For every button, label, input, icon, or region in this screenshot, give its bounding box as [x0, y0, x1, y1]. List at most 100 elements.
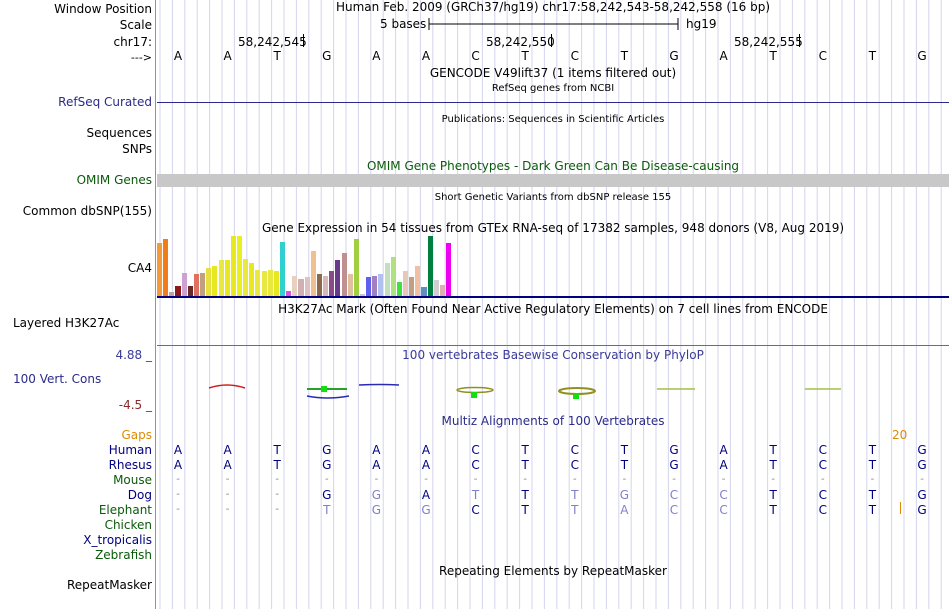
- alignment-base: G: [917, 443, 927, 457]
- gtex-tissue-bar[interactable]: [341, 253, 347, 297]
- gtex-tissue-bar[interactable]: [433, 280, 439, 297]
- gtex-tissue-bar[interactable]: [409, 277, 415, 297]
- phylop-conservation-track[interactable]: [157, 376, 949, 400]
- gtex-tissue-bar[interactable]: [273, 271, 279, 297]
- gtex-tissue-bar[interactable]: [175, 286, 181, 297]
- species-label-dog[interactable]: Dog: [127, 488, 152, 502]
- base-7: C: [471, 49, 480, 63]
- omim-title[interactable]: OMIM Gene Phenotypes - Dark Green Can Be…: [366, 159, 740, 173]
- multiz-title[interactable]: Multiz Alignments of 100 Vertebrates: [441, 414, 665, 428]
- gtex-tissue-bar[interactable]: [396, 282, 402, 297]
- gtex-tissue-bar[interactable]: [335, 260, 341, 297]
- alignment-base: T: [521, 488, 529, 502]
- gtex-tissue-bar[interactable]: [286, 291, 292, 297]
- alignment-base: C: [471, 443, 480, 457]
- gtex-tissue-bar[interactable]: [218, 260, 224, 297]
- alignment-base: C: [818, 458, 827, 472]
- gtex-tissue-bar[interactable]: [304, 277, 310, 297]
- alignment-base: A: [372, 458, 381, 472]
- repeatmasker-title[interactable]: Repeating Elements by RepeatMasker: [439, 564, 667, 578]
- repeatmasker-label[interactable]: RepeatMasker: [66, 578, 152, 592]
- gtex-tissue-bar[interactable]: [200, 273, 206, 297]
- gtex-tissue-bar[interactable]: [323, 276, 329, 297]
- gtex-tissue-bar[interactable]: [255, 270, 261, 297]
- gtex-title[interactable]: Gene Expression in 54 tissues from GTEx …: [261, 221, 845, 235]
- species-label-chicken[interactable]: Chicken: [104, 518, 152, 532]
- common-dbsnp-label[interactable]: Common dbSNP(155): [22, 204, 152, 218]
- gtex-tissue-bar[interactable]: [187, 286, 193, 297]
- alignment-base: C: [818, 443, 827, 457]
- gtex-tissue-bar[interactable]: [169, 292, 175, 297]
- gtex-tissue-bar[interactable]: [372, 276, 378, 297]
- gtex-tissue-bar[interactable]: [230, 236, 236, 297]
- gtex-tissue-bar[interactable]: [427, 236, 433, 297]
- omim-genes-label[interactable]: OMIM Genes: [76, 173, 152, 187]
- gaps-value: 20: [892, 428, 908, 442]
- refseq-gene-line[interactable]: [157, 102, 949, 103]
- gtex-tissue-bar[interactable]: [224, 260, 230, 297]
- gtex-tissue-bar[interactable]: [366, 277, 372, 297]
- gtex-tissue-bar[interactable]: [267, 270, 273, 297]
- species-label-zebrafish[interactable]: Zebrafish: [95, 548, 152, 562]
- alignment-base: G: [917, 488, 927, 502]
- gtex-tissue-bar[interactable]: [206, 268, 212, 297]
- snps-label[interactable]: SNPs: [122, 142, 152, 156]
- gtex-gene-label[interactable]: CA4: [127, 261, 152, 275]
- dbsnp-title[interactable]: Short Genetic Variants from dbSNP releas…: [434, 192, 672, 203]
- gtex-tissue-bar[interactable]: [329, 271, 335, 297]
- gencode-title[interactable]: GENCODE V49lift37 (1 items filtered out): [429, 66, 677, 80]
- base-11: G: [669, 49, 679, 63]
- gtex-tissue-bar[interactable]: [157, 243, 163, 297]
- alignment-base: A: [421, 488, 431, 502]
- publications-title[interactable]: Publications: Sequences in Scientific Ar…: [441, 114, 665, 125]
- gtex-tissue-bar[interactable]: [261, 271, 267, 297]
- species-label-rhesus[interactable]: Rhesus: [108, 458, 152, 472]
- gtex-tissue-bar[interactable]: [353, 239, 359, 297]
- gtex-tissue-bar[interactable]: [347, 274, 353, 297]
- gtex-bar-chart[interactable]: [157, 236, 949, 297]
- gtex-tissue-bar[interactable]: [163, 239, 169, 297]
- gtex-tissue-bar[interactable]: [378, 274, 384, 297]
- gtex-tissue-bar[interactable]: [446, 243, 452, 297]
- gtex-tissue-bar[interactable]: [384, 263, 390, 297]
- omim-gene-bar[interactable]: [157, 174, 949, 187]
- gtex-tissue-bar[interactable]: [439, 285, 445, 297]
- vert-cons-label[interactable]: 100 Vert. Cons: [13, 372, 102, 386]
- alignment-base: -: [870, 474, 875, 485]
- gtex-tissue-bar[interactable]: [298, 279, 304, 297]
- gtex-tissue-bar[interactable]: [316, 274, 322, 297]
- gtex-tissue-bar[interactable]: [292, 276, 298, 297]
- gtex-tissue-bar[interactable]: [181, 273, 187, 297]
- coord-tick-mark-1: [303, 34, 304, 47]
- species-label-elephant[interactable]: Elephant: [98, 503, 152, 517]
- layered-h3k27ac-label[interactable]: Layered H3K27Ac: [13, 316, 120, 330]
- gtex-tissue-bar[interactable]: [212, 266, 218, 297]
- base-14: C: [818, 49, 827, 63]
- gtex-tissue-bar[interactable]: [243, 259, 249, 297]
- gtex-tissue-bar[interactable]: [415, 266, 421, 297]
- refseq-curated-label[interactable]: RefSeq Curated: [58, 95, 152, 109]
- gtex-tissue-bar[interactable]: [236, 236, 243, 297]
- gtex-tissue-bar[interactable]: [359, 294, 366, 297]
- gtex-tissue-bar[interactable]: [390, 257, 396, 297]
- refseq-subtitle[interactable]: RefSeq genes from NCBI: [491, 83, 615, 94]
- species-label-mouse[interactable]: Mouse: [113, 473, 152, 487]
- phylop-max-label: 4.88 _: [115, 348, 152, 362]
- alignment-base: -: [473, 474, 478, 485]
- gtex-tissue-bar[interactable]: [310, 251, 316, 297]
- alignment-base: G: [917, 503, 927, 517]
- gtex-tissue-bar[interactable]: [421, 287, 427, 297]
- coord-tick-mark-2: [551, 34, 552, 47]
- gtex-tissue-bar[interactable]: [249, 263, 255, 297]
- species-label-x_tropicalis[interactable]: X_tropicalis: [83, 533, 152, 547]
- alignment-base: -: [572, 474, 577, 485]
- alignment-base: G: [322, 488, 332, 502]
- gtex-tissue-bar[interactable]: [403, 271, 409, 297]
- sequences-label[interactable]: Sequences: [86, 126, 152, 140]
- species-label-human[interactable]: Human: [108, 443, 152, 457]
- h3k27ac-title[interactable]: H3K27Ac Mark (Often Found Near Active Re…: [278, 302, 828, 316]
- h3k27ac-signal-line[interactable]: [157, 345, 949, 346]
- gtex-tissue-bar[interactable]: [193, 274, 199, 297]
- gtex-tissue-bar[interactable]: [280, 242, 286, 297]
- phylop-title[interactable]: 100 vertebrates Basewise Conservation by…: [402, 348, 704, 362]
